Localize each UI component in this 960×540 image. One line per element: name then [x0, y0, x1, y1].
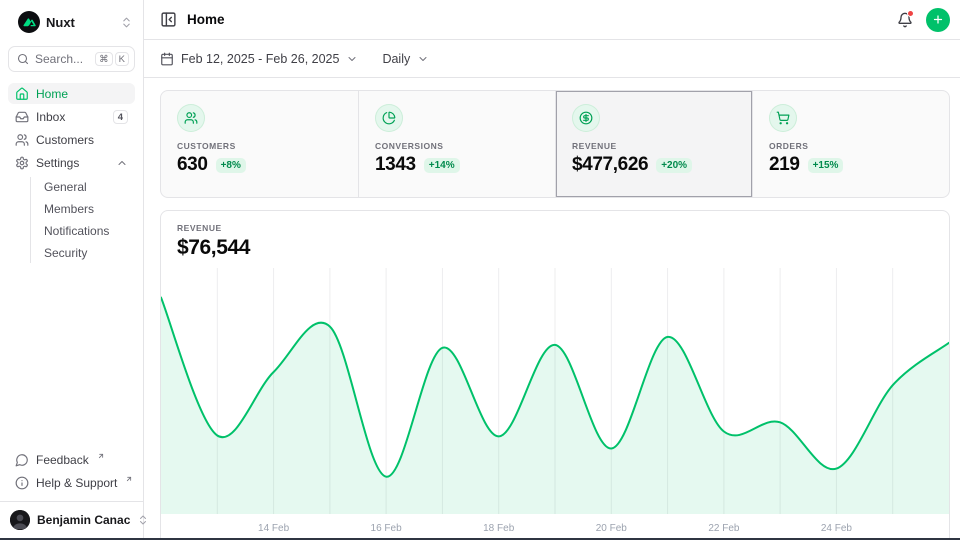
stat-label: CUSTOMERS — [177, 141, 342, 151]
search-input[interactable]: Search... ⌘ K — [8, 46, 135, 72]
main-area: Home Feb 12, 2025 - Feb 26, 2025 — [144, 0, 960, 540]
revenue-chart[interactable]: 14 Feb 16 Feb 18 Feb 20 Feb 22 Feb 24 Feb — [161, 268, 949, 536]
user-name: Benjamin Canac — [37, 513, 130, 527]
sidebar-item-label: Help & Support — [36, 476, 117, 490]
users-icon — [15, 133, 29, 147]
chevron-up-icon — [116, 157, 128, 169]
chart-header: REVENUE $76,544 — [161, 211, 949, 260]
stat-delta-badge: +15% — [808, 158, 844, 173]
page-content: CUSTOMERS 630 +8% CONVERSIONS 1343 +14% — [144, 78, 960, 540]
sidebar-item-label: Customers — [36, 133, 94, 147]
calendar-icon — [160, 52, 174, 66]
sidebar-item-notifications[interactable]: Notifications — [31, 221, 135, 241]
notification-dot — [907, 10, 914, 17]
nuxt-logo-icon — [18, 11, 40, 33]
search-shortcut: ⌘ K — [95, 52, 129, 66]
stat-label: CONVERSIONS — [375, 141, 539, 151]
stat-value: 219 — [769, 154, 800, 176]
sidebar: Nuxt Search... ⌘ K Home — [0, 0, 144, 540]
sidebar-item-members[interactable]: Members — [31, 199, 135, 219]
sidebar-nav: Home Inbox 4 Customers Settings — [8, 83, 135, 263]
chart-total-value: $76,544 — [177, 236, 933, 260]
stat-delta-badge: +14% — [424, 158, 460, 173]
cart-icon — [769, 104, 797, 132]
page-header: Home — [144, 0, 960, 40]
pie-chart-icon — [375, 104, 403, 132]
avatar — [10, 510, 30, 530]
stat-value: $477,626 — [572, 154, 648, 176]
search-placeholder: Search... — [35, 52, 83, 66]
chevron-down-icon — [417, 53, 429, 65]
sidebar-footer-nav: Feedback Help & Support — [8, 449, 135, 493]
date-range-picker[interactable]: Feb 12, 2025 - Feb 26, 2025 — [160, 52, 358, 66]
stat-card-orders[interactable]: ORDERS 219 +15% — [752, 91, 949, 197]
period-label: Daily — [382, 52, 410, 66]
dollar-circle-icon — [572, 104, 600, 132]
external-link-icon — [125, 475, 133, 483]
chart-title: REVENUE — [177, 223, 933, 233]
user-menu[interactable]: Benjamin Canac — [8, 502, 135, 532]
svg-text:24 Feb: 24 Feb — [821, 523, 853, 534]
sidebar-item-label: Settings — [36, 156, 79, 170]
sidebar-item-customers[interactable]: Customers — [8, 129, 135, 150]
team-name: Nuxt — [46, 15, 75, 30]
users-icon — [177, 104, 205, 132]
filters-toolbar: Feb 12, 2025 - Feb 26, 2025 Daily — [144, 40, 960, 78]
svg-text:22 Feb: 22 Feb — [708, 523, 740, 534]
stat-card-revenue[interactable]: REVENUE $477,626 +20% — [555, 91, 752, 197]
sidebar-item-feedback[interactable]: Feedback — [8, 449, 135, 470]
sidebar-item-settings[interactable]: Settings — [8, 152, 135, 173]
stat-delta-badge: +8% — [216, 158, 246, 173]
sidebar-item-label: Home — [36, 87, 68, 101]
sidebar-spacer — [8, 263, 135, 438]
sidebar-item-home[interactable]: Home — [8, 83, 135, 104]
date-range-label: Feb 12, 2025 - Feb 26, 2025 — [181, 52, 339, 66]
settings-sub-items: General Members Notifications Security — [30, 177, 135, 263]
gear-icon — [15, 156, 29, 170]
kbd-k: K — [115, 52, 129, 66]
notifications-button[interactable] — [897, 12, 913, 28]
external-link-icon — [97, 452, 105, 460]
stat-delta-badge: +20% — [656, 158, 692, 173]
svg-text:16 Feb: 16 Feb — [371, 523, 403, 534]
chevrons-up-down-icon — [120, 16, 133, 29]
search-icon — [17, 53, 29, 65]
svg-text:18 Feb: 18 Feb — [483, 523, 515, 534]
home-icon — [15, 87, 29, 101]
inbox-count-badge: 4 — [113, 110, 128, 124]
stat-value: 630 — [177, 154, 208, 176]
svg-text:20 Feb: 20 Feb — [596, 523, 628, 534]
stat-label: ORDERS — [769, 141, 933, 151]
collapse-sidebar-button[interactable] — [160, 11, 177, 28]
sidebar-item-label: Inbox — [36, 110, 65, 124]
stat-card-customers[interactable]: CUSTOMERS 630 +8% — [161, 91, 358, 197]
message-bubble-icon — [15, 453, 29, 467]
app-window: Nuxt Search... ⌘ K Home — [0, 0, 960, 540]
sidebar-item-label: Feedback — [36, 453, 89, 467]
stats-grid: CUSTOMERS 630 +8% CONVERSIONS 1343 +14% — [160, 90, 950, 198]
stat-label: REVENUE — [572, 141, 736, 151]
stat-card-conversions[interactable]: CONVERSIONS 1343 +14% — [358, 91, 555, 197]
chevron-down-icon — [346, 53, 358, 65]
sidebar-item-inbox[interactable]: Inbox 4 — [8, 106, 135, 127]
add-button[interactable] — [926, 8, 950, 32]
kbd-cmd: ⌘ — [95, 52, 113, 66]
sidebar-item-security[interactable]: Security — [31, 243, 135, 263]
sidebar-item-help-support[interactable]: Help & Support — [8, 472, 135, 493]
period-select[interactable]: Daily — [382, 52, 429, 66]
header-actions — [897, 8, 950, 32]
inbox-icon — [15, 110, 29, 124]
stat-value: 1343 — [375, 154, 416, 176]
svg-text:14 Feb: 14 Feb — [258, 523, 290, 534]
team-picker[interactable]: Nuxt — [8, 8, 135, 36]
info-icon — [15, 476, 29, 490]
page-title: Home — [187, 12, 225, 27]
sidebar-item-general[interactable]: General — [31, 177, 135, 197]
revenue-chart-card: REVENUE $76,544 14 Feb 16 Feb 18 Feb 20 Feb… — [160, 210, 950, 540]
